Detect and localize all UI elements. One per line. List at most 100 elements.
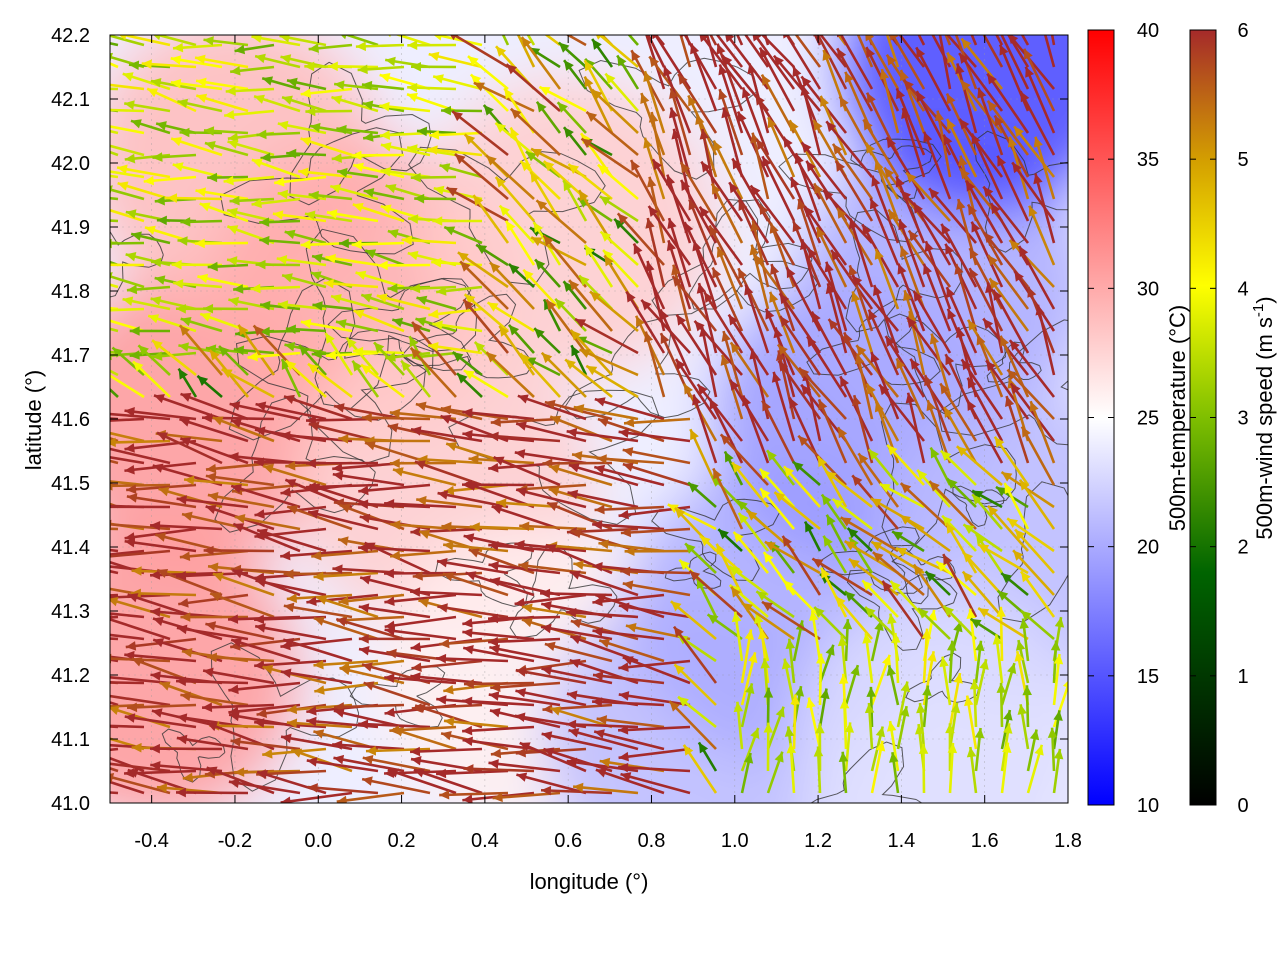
wind-arrow xyxy=(744,284,770,354)
wind-arrow xyxy=(110,108,145,113)
wind-arrow xyxy=(813,182,848,244)
wind-arrow xyxy=(851,274,900,332)
wind-arrow xyxy=(323,278,379,289)
wind-arrow xyxy=(825,470,873,509)
wind-arrow xyxy=(251,35,301,47)
wind-arrow xyxy=(960,358,1004,420)
wind-arrow xyxy=(196,374,223,398)
wind-arrow xyxy=(207,172,249,183)
colorbar-tick-label: 5 xyxy=(1237,149,1248,171)
wind-arrow xyxy=(432,216,483,226)
wind-arrow xyxy=(363,188,405,201)
wind-arrow xyxy=(977,607,1029,641)
wind-arrow xyxy=(253,94,301,113)
wind-arrow xyxy=(549,706,613,729)
wind-arrow xyxy=(737,199,770,266)
wind-arrow xyxy=(585,110,639,156)
wind-arrow xyxy=(501,35,510,46)
wind-arrow xyxy=(298,167,353,179)
wind-arrow xyxy=(286,148,327,159)
colorbar-tick: 4 xyxy=(1190,278,1249,300)
wind-arrow xyxy=(515,667,587,685)
wind-arrow xyxy=(710,183,744,244)
wind-arrow xyxy=(180,217,223,227)
wind-arrow xyxy=(969,679,980,728)
x-tick-label: 0.4 xyxy=(471,830,499,852)
wind-arrow xyxy=(562,280,588,310)
wind-arrow xyxy=(462,696,535,707)
y-tick: 41.6 xyxy=(51,409,1068,431)
wind-arrow xyxy=(126,493,197,509)
wind-arrow xyxy=(922,651,937,706)
wind-arrow xyxy=(879,482,925,509)
wind-arrow xyxy=(818,644,835,684)
wind-arrow xyxy=(110,658,119,663)
wind-arrow xyxy=(862,118,900,178)
y-tick-label: 41.7 xyxy=(51,345,90,367)
wind-arrow xyxy=(871,175,900,244)
wind-arrow xyxy=(410,283,457,294)
wind-arrow xyxy=(353,346,405,357)
wind-arrow xyxy=(647,205,692,266)
wind-arrow xyxy=(137,344,171,376)
wind-arrow xyxy=(352,162,405,179)
wind-arrow xyxy=(358,719,431,730)
wind-arrow xyxy=(1006,368,1055,420)
wind-arrow xyxy=(790,694,800,750)
wind-arrow xyxy=(831,497,873,531)
wind-title-main: 500m-wind speed (m s xyxy=(1252,317,1277,540)
wind-arrow xyxy=(130,119,171,135)
wind-arrow xyxy=(152,152,197,162)
wind-arrow xyxy=(798,366,847,420)
wind-arrow xyxy=(333,754,405,773)
wind-arrow xyxy=(508,263,535,288)
wind-arrow xyxy=(472,194,510,244)
wind-arrow xyxy=(822,535,848,574)
wind-arrow xyxy=(782,465,821,508)
wind-arrow xyxy=(336,167,379,179)
wind-arrow xyxy=(840,516,899,553)
colorbar-tick: 10 xyxy=(1088,795,1159,817)
wind-arrow xyxy=(454,153,509,200)
wind-arrow xyxy=(781,658,796,706)
wind-arrow xyxy=(838,751,849,794)
wind-arrow xyxy=(259,300,301,311)
wind-arrow xyxy=(180,316,223,333)
colorbar-tick: 35 xyxy=(1088,149,1159,171)
wind-arrow xyxy=(867,448,900,486)
wind-arrow xyxy=(761,399,796,464)
y-tick-label: 42.1 xyxy=(51,89,90,111)
y-tick-label: 41.4 xyxy=(51,537,90,559)
wind-arrow xyxy=(110,773,171,795)
wind-arrow xyxy=(442,572,509,597)
wind-arrow xyxy=(300,87,353,98)
wind-arrow xyxy=(982,185,1030,244)
wind-arrow xyxy=(715,543,744,596)
wind-arrow xyxy=(179,417,249,443)
wind-arrow xyxy=(689,428,718,486)
wind-arrow xyxy=(760,35,795,68)
contour-line xyxy=(810,741,923,803)
wind-arrow xyxy=(1019,618,1030,662)
wind-arrow xyxy=(596,454,665,465)
wind-arrow xyxy=(767,116,796,178)
wind-arrow xyxy=(731,461,770,508)
y-tick-label: 41.2 xyxy=(51,665,90,687)
wind-arrow xyxy=(759,487,796,530)
colorbar-tick-label: 10 xyxy=(1137,795,1159,817)
wind-arrow xyxy=(400,359,432,398)
wind-arrow xyxy=(1017,704,1030,750)
wind-arrow xyxy=(462,725,535,736)
wind-arrow xyxy=(886,664,900,706)
wind-arrow xyxy=(195,77,249,91)
wind-arrow xyxy=(475,243,509,267)
wind-arrow xyxy=(143,175,197,186)
wind-arrow xyxy=(556,101,587,134)
wind-arrow xyxy=(974,658,989,706)
wind-arrow xyxy=(306,757,379,773)
wind-arrow xyxy=(569,329,613,376)
wind-arrow xyxy=(591,88,639,134)
wind-arrow xyxy=(646,35,666,68)
wind-arrow xyxy=(194,238,249,249)
wind-arrow xyxy=(715,35,744,68)
